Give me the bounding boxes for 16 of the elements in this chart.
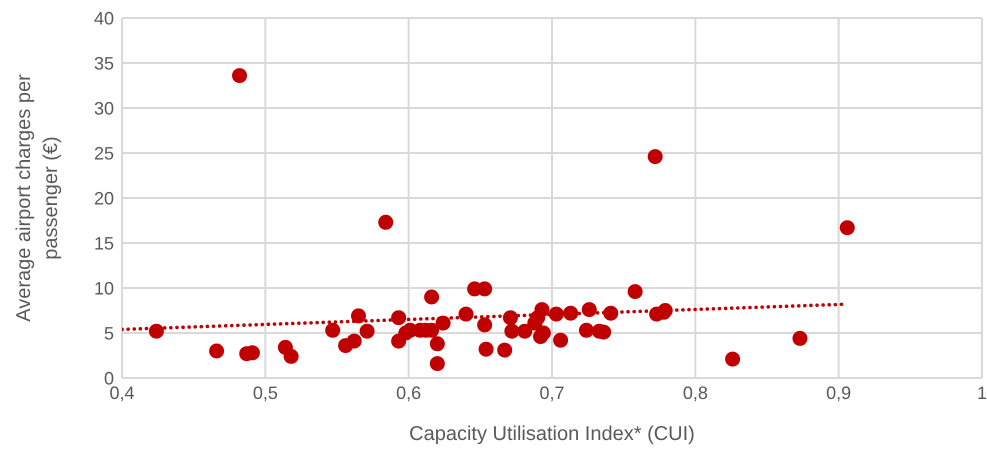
y-tick-label: 25 [94,143,114,164]
y-tick-label: 35 [94,53,114,74]
y-tick-label: 10 [94,278,114,298]
x-axis-title: Capacity Utilisation Index* (CUI) [409,423,695,445]
x-tick-label: 0,6 [396,382,422,403]
x-tick-label: 0,7 [539,382,565,403]
y-tick-label: 30 [94,98,114,118]
x-tick-label: 0,9 [826,382,852,403]
y-axis-title: Average airport charges per passenger (€) [13,74,62,322]
x-tick-label: 0,8 [682,382,708,403]
y-tick-label: 5 [104,323,114,344]
y-tick-label: 15 [94,233,114,254]
y-tick-label: 40 [94,8,114,28]
y-tick-label: 20 [94,188,114,208]
x-tick-label: 1 [976,382,987,403]
x-tick-label: 0,5 [252,382,278,403]
